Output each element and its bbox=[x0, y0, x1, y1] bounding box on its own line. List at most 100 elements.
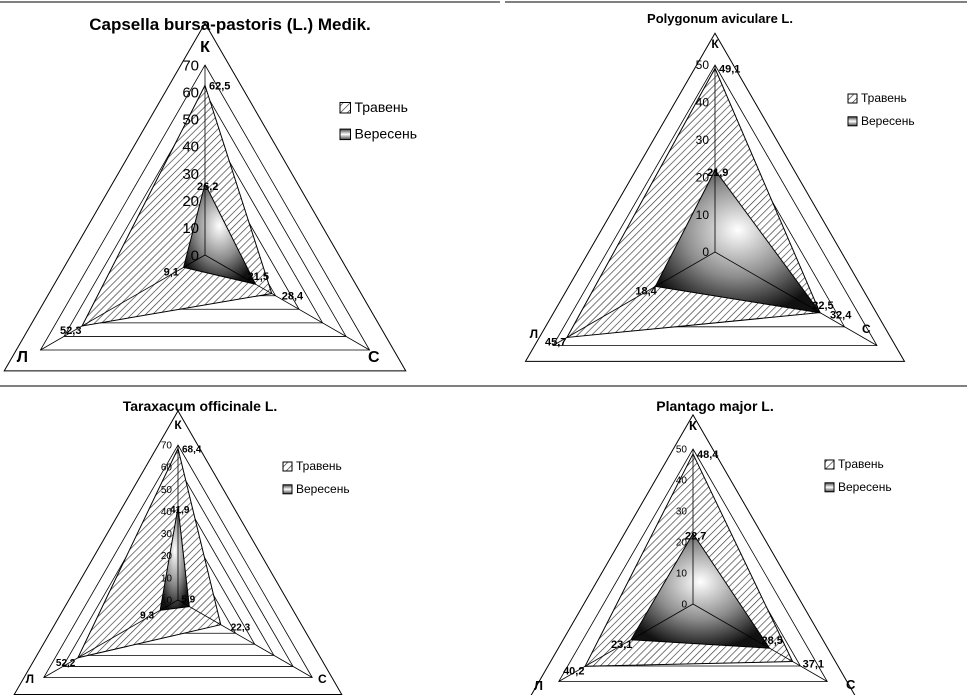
data-label: 32,4 bbox=[830, 310, 852, 322]
data-label: 48,4 bbox=[697, 449, 719, 461]
legend-swatch-september bbox=[282, 484, 293, 495]
tick-label: 0 bbox=[702, 245, 709, 259]
legend: Травень Вересень bbox=[824, 457, 892, 494]
tick-label: 70 bbox=[161, 441, 173, 452]
data-label: 9,1 bbox=[164, 266, 179, 278]
tick-label: 50 bbox=[161, 485, 173, 496]
legend: Травень Вересень bbox=[339, 99, 418, 142]
gridline bbox=[62, 466, 294, 667]
tick-label: 40 bbox=[696, 96, 710, 110]
tick-label: 50 bbox=[182, 112, 199, 129]
tick-label: 30 bbox=[161, 529, 173, 540]
axis-spoke bbox=[558, 603, 694, 682]
axis-spoke bbox=[714, 251, 878, 346]
legend-label-september: Вересень bbox=[355, 126, 418, 142]
axis-label-s: С bbox=[846, 677, 856, 692]
chart-title: Taraxacum officinale L. bbox=[123, 398, 278, 414]
tick-label: 30 bbox=[676, 507, 688, 518]
axis-label-l: Л bbox=[26, 672, 34, 686]
axis-label-l: Л bbox=[534, 678, 543, 693]
tick-label: 50 bbox=[676, 445, 688, 456]
axis-label-s: С bbox=[862, 322, 871, 336]
axis-spoke bbox=[692, 603, 828, 682]
chart-title: Capsella bursa-pastoris (L.) Medik. bbox=[89, 15, 371, 34]
legend-label-september: Вересень bbox=[296, 482, 350, 496]
legend: Травень Вересень bbox=[847, 91, 915, 128]
axis-spoke bbox=[43, 599, 179, 678]
gridline bbox=[558, 448, 828, 682]
chart-title: Plantago major L. bbox=[656, 398, 773, 414]
axis-spoke bbox=[204, 254, 370, 351]
data-label: 68,4 bbox=[182, 445, 202, 456]
axis-spoke bbox=[177, 599, 313, 678]
data-label: 52,3 bbox=[60, 325, 81, 337]
data-label: 22,3 bbox=[231, 623, 251, 634]
legend-label-may: Травень bbox=[296, 459, 342, 473]
legend-swatch-may bbox=[824, 459, 835, 470]
axis-label-k: К bbox=[200, 39, 210, 56]
gridline bbox=[43, 444, 313, 678]
tick-label: 20 bbox=[161, 551, 173, 562]
data-label: 45,7 bbox=[545, 336, 566, 348]
axis-spoke bbox=[552, 251, 716, 346]
legend: Травень Вересень bbox=[282, 459, 350, 496]
tick-label: 10 bbox=[161, 573, 173, 584]
data-label: 40,2 bbox=[563, 665, 584, 677]
series-september-area bbox=[159, 507, 190, 611]
data-label: 21,9 bbox=[707, 167, 728, 179]
legend-swatch-may bbox=[847, 93, 858, 104]
series-september-area bbox=[654, 169, 822, 314]
tick-label: 50 bbox=[696, 58, 710, 72]
tick-label: 0 bbox=[681, 600, 687, 611]
data-label: 9,3 bbox=[140, 610, 154, 621]
data-label: 23,1 bbox=[611, 639, 632, 651]
data-label: 21,5 bbox=[248, 271, 269, 283]
axis-label-k: К bbox=[711, 37, 719, 51]
legend-label-september: Вересень bbox=[861, 114, 915, 128]
chart-2: Polygonum aviculare L. 0 10 20 30 40 50 49,1 32,… bbox=[505, 1, 967, 362]
chart-3: Taraxacum officinale L. 0 10 20 30 40 50 60 70 68… bbox=[0, 385, 500, 695]
axis-label-s: С bbox=[318, 672, 327, 686]
data-label: 62,5 bbox=[209, 80, 230, 92]
legend-swatch-september bbox=[339, 128, 351, 141]
outer-frame bbox=[3, 22, 407, 372]
legend-label-may: Травень bbox=[861, 91, 907, 105]
series-september-area bbox=[182, 182, 257, 285]
tick-label: 10 bbox=[676, 569, 688, 580]
tick-label: 30 bbox=[696, 133, 710, 147]
tick-label: 10 bbox=[696, 208, 710, 222]
legend-swatch-may bbox=[339, 102, 351, 114]
data-label: 26,2 bbox=[197, 181, 218, 193]
data-label: 32,5 bbox=[812, 300, 833, 312]
legend-label-may: Травень bbox=[355, 99, 408, 115]
data-label: 28,4 bbox=[282, 291, 304, 303]
axis-label-s: С bbox=[368, 349, 380, 366]
chart-4: Plantago major L. 0 10 20 30 40 50 48,4 37,1 40,2… bbox=[500, 385, 967, 695]
data-label: 5,9 bbox=[181, 595, 195, 606]
data-label: 49,1 bbox=[719, 63, 740, 75]
outer-frame bbox=[524, 32, 906, 362]
data-label: 18,4 bbox=[635, 285, 657, 297]
chart-title: Polygonum aviculare L. bbox=[647, 11, 793, 26]
tick-label: 60 bbox=[182, 84, 199, 101]
tick-label: 0 bbox=[166, 596, 172, 607]
data-label: 22,7 bbox=[685, 531, 706, 543]
data-label: 41,9 bbox=[170, 505, 190, 516]
data-label: 28,5 bbox=[762, 635, 783, 647]
axis-label-k: К bbox=[174, 418, 182, 432]
tick-label: 40 bbox=[182, 139, 199, 156]
tick-label: 20 bbox=[676, 538, 688, 549]
data-label: 37,1 bbox=[803, 659, 824, 671]
series-may-area bbox=[81, 84, 273, 327]
axis-label-l: Л bbox=[17, 349, 28, 366]
legend-label-may: Травень bbox=[838, 457, 884, 471]
gridline bbox=[552, 64, 878, 346]
chart-1: Capsella bursa-pastoris (L.) Medik. 0 10 20… bbox=[0, 1, 500, 372]
legend-swatch-september bbox=[847, 116, 858, 127]
gridline bbox=[63, 91, 347, 337]
axis-label-l: Л bbox=[530, 327, 538, 341]
tick-label: 30 bbox=[182, 166, 199, 183]
legend-swatch-may bbox=[282, 461, 293, 472]
legend-swatch-september bbox=[824, 482, 835, 493]
